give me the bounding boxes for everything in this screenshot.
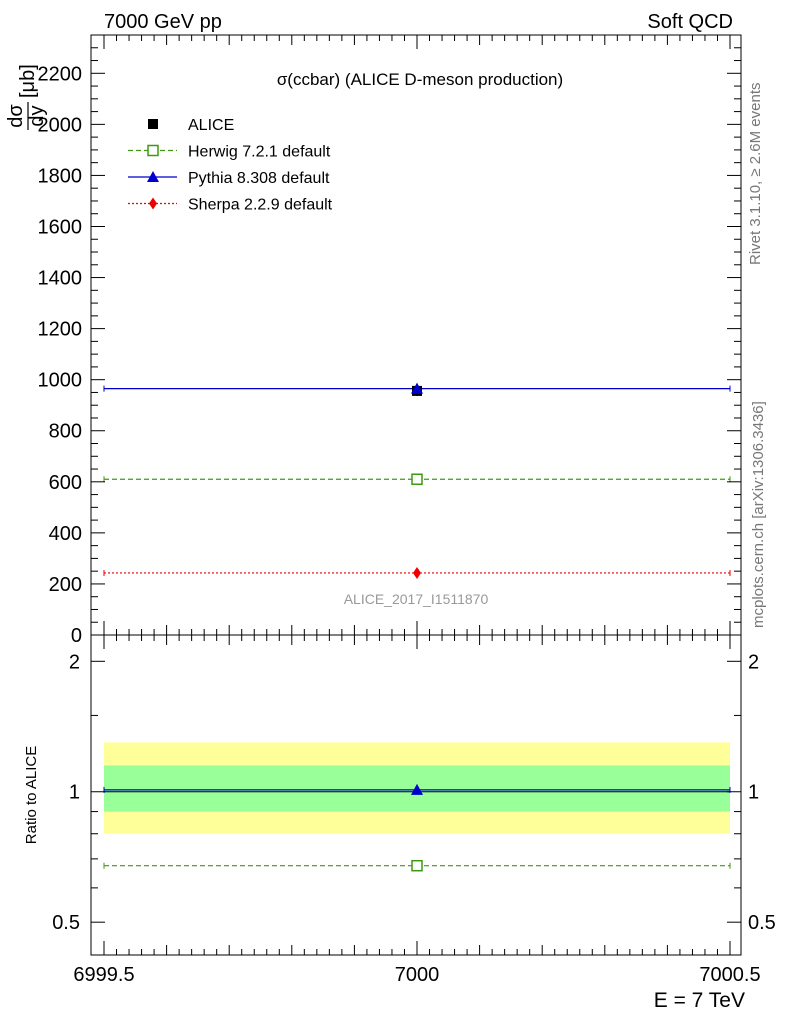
legend-marker	[147, 144, 159, 157]
ratio-tick-label-left: 2	[69, 651, 80, 673]
y-tick-label: 200	[49, 574, 82, 596]
main-series	[103, 382, 731, 579]
y-label-denominator: dy	[26, 105, 48, 126]
y-tick-label: 1400	[38, 268, 83, 290]
main-y-ticks: 0 200 400 600 800 1000 1200 1400 1600 1800 2000 220…	[38, 47, 741, 647]
legend-marker	[148, 119, 158, 129]
x-tick-label: 6999.5	[73, 964, 134, 986]
y-tick-label: 1600	[38, 216, 83, 238]
y-tick-label: 2000	[38, 114, 83, 136]
y-tick-label: 1200	[38, 319, 83, 341]
legend-label: Herwig 7.2.1 default	[188, 144, 331, 161]
y-tick-label: 1000	[38, 370, 83, 392]
legend-marker	[149, 197, 157, 210]
legend-label: ALICE	[188, 117, 234, 134]
y-label-numerator: dσ	[5, 104, 27, 128]
main-title: σ(ccbar) (ALICE D-meson production)	[277, 70, 563, 89]
ratio-tick-label-right: 1	[748, 782, 759, 804]
x-axis-label: E = 7 TeV	[654, 989, 745, 1012]
y-tick-label: 600	[49, 472, 82, 494]
ratio-point	[411, 783, 423, 795]
ratio-tick-label-right: 2	[748, 651, 759, 673]
ratio-x-ticks: 6999.5 7000 7000.5	[73, 635, 761, 986]
data-point	[411, 382, 423, 394]
ratio-point	[411, 859, 423, 872]
header-right: Soft QCD	[647, 11, 733, 33]
mcplots-note: mcplots.cern.ch [arXiv:1306.3436]	[750, 401, 767, 628]
header-left: 7000 GeV pp	[104, 11, 222, 33]
y-tick-label: 400	[49, 523, 82, 545]
ratio-panel: 0.5 0.5 1 1 2 2 6999.5 7000 7000.5 Ratio to ALI…	[23, 634, 776, 1012]
ratio-y-label: Ratio to ALICE	[23, 746, 40, 844]
x-tick-label: 7000	[395, 964, 440, 986]
data-point	[413, 566, 421, 579]
y-tick-label: 800	[49, 421, 82, 443]
ratio-tick-label-left: 0.5	[52, 912, 80, 934]
ratio-frame	[90, 634, 742, 956]
main-x-ticks	[103, 35, 731, 635]
legend-label: Pythia 8.308 default	[188, 170, 330, 187]
main-panel: 0 200 400 600 800 1000 1200 1400 1600 1800 2000 220…	[5, 34, 742, 647]
ratio-tick-label-right: 0.5	[748, 912, 776, 934]
y-tick-label: 1800	[38, 165, 83, 187]
main-y-label: dσ dy [μb]	[5, 64, 48, 130]
legend: ALICE Herwig 7.2.1 default Pythia 8.308 de…	[128, 117, 333, 214]
x-tick-label: 7000.5	[699, 964, 760, 986]
ratio-series	[103, 783, 731, 872]
data-point	[411, 473, 423, 486]
legend-label: Sherpa 2.2.9 default	[188, 197, 333, 214]
y-tick-label: 2200	[38, 63, 83, 85]
legend-marker	[147, 171, 159, 182]
y-label-unit: [μb]	[17, 64, 39, 98]
y-tick-label: 0	[71, 625, 82, 647]
rivet-note: Rivet 3.1.10, ≥ 2.6M events	[747, 83, 764, 266]
ratio-y-ticks: 0.5 0.5 1 1 2 2	[52, 651, 776, 934]
analysis-tag: ALICE_2017_I1511870	[344, 591, 489, 607]
ratio-tick-label-left: 1	[69, 782, 80, 804]
